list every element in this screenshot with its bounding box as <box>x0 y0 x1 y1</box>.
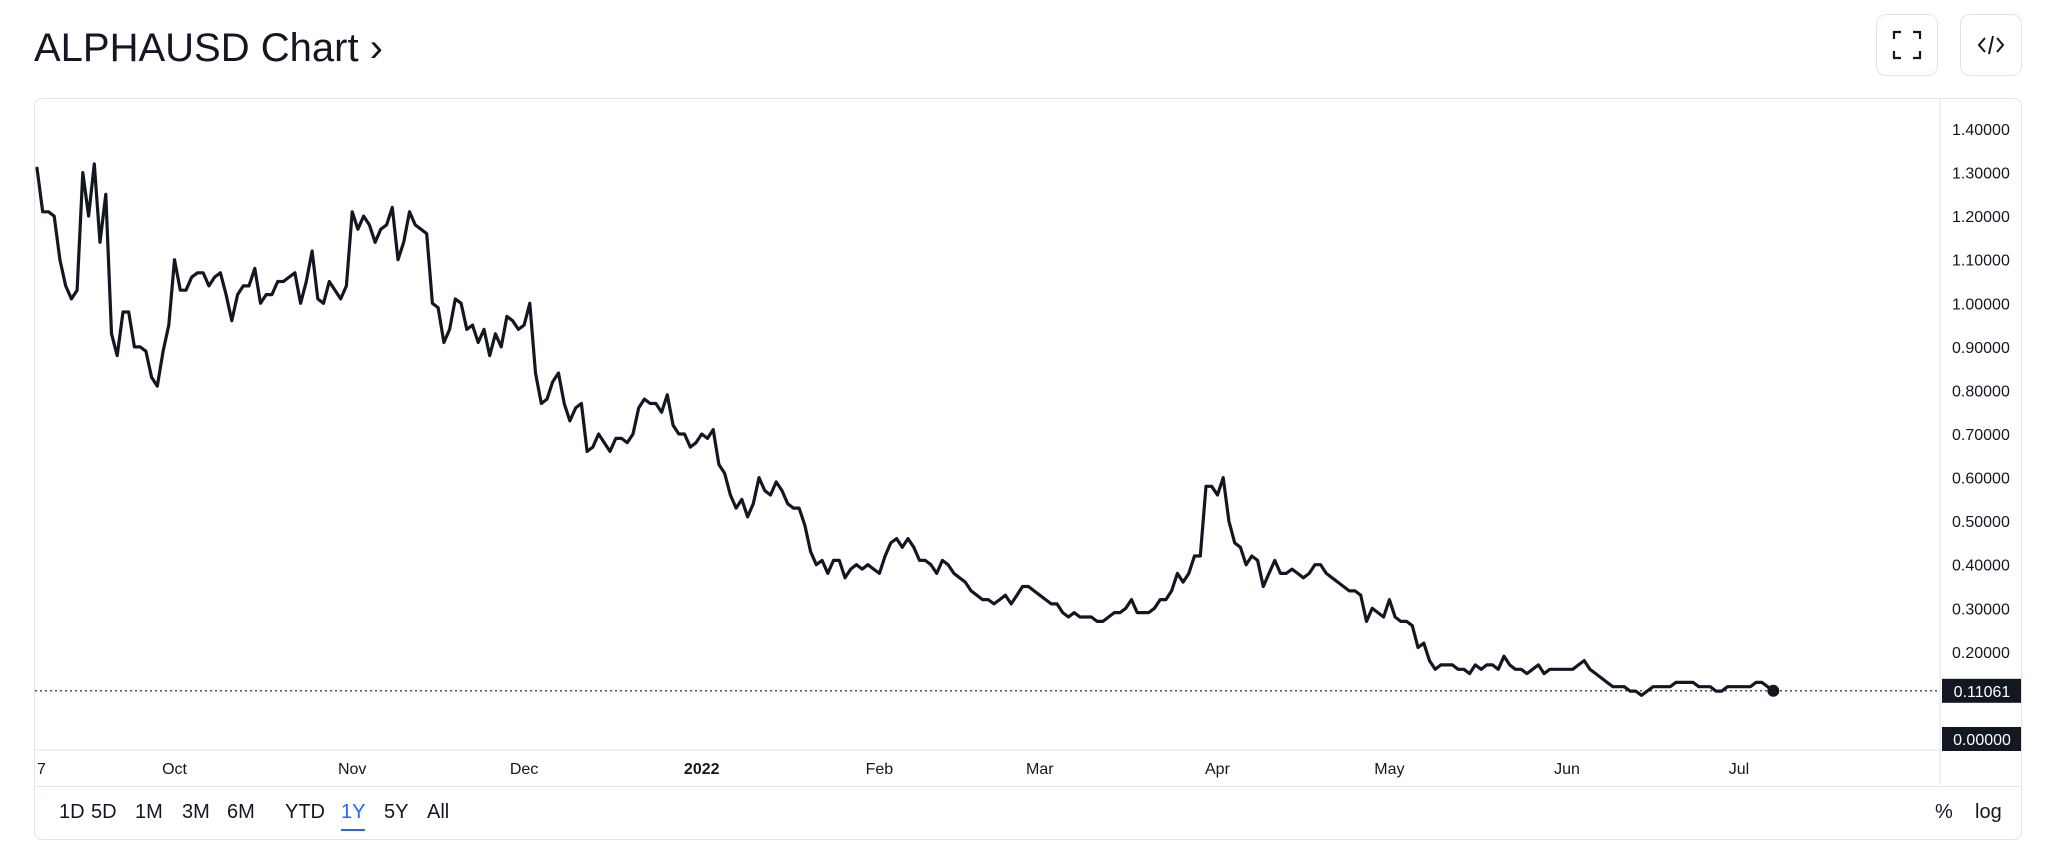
time-tick-label: Dec <box>510 761 538 778</box>
time-tick-label: Apr <box>1205 761 1231 778</box>
fullscreen-icon <box>1892 30 1922 60</box>
price-axis: 1.40000 1.30000 1.20000 1.10000 1.00000 0.900… <box>1952 122 2010 662</box>
time-axis: 7 Oct Nov Dec 2022 Feb Mar Apr May Jun Jul <box>37 761 1749 778</box>
timeframe-6m[interactable]: 6M <box>227 801 255 823</box>
fullscreen-button[interactable] <box>1876 14 1938 76</box>
price-tick-label: 0.90000 <box>1952 340 2010 357</box>
price-tick-label: 1.30000 <box>1952 166 2010 183</box>
code-embed-icon <box>1977 35 2005 55</box>
chart-title-link[interactable]: ALPHAUSD Chart › <box>34 26 383 70</box>
price-tick-label: 0.20000 <box>1952 645 2010 662</box>
timeframe-3m[interactable]: 3M <box>182 801 210 823</box>
time-tick-label: Nov <box>338 761 366 778</box>
timeframe-bar: 1D 5D 1M 3M 6M YTD 1Y 5Y All % log <box>35 786 2021 838</box>
time-tick-label: Oct <box>162 761 187 778</box>
price-series-line <box>35 162 1775 697</box>
time-tick-label: 2022 <box>684 761 720 778</box>
time-tick-label: Jun <box>1554 761 1580 778</box>
price-tick-label: 0.70000 <box>1952 427 2010 444</box>
last-price-point <box>1767 684 1780 697</box>
price-tick-label: 1.10000 <box>1952 253 2010 270</box>
price-tick-label: 0.30000 <box>1952 601 2010 618</box>
last-price-tag: 0.11061 <box>1942 678 2021 703</box>
price-tick-label: 1.00000 <box>1952 296 2010 313</box>
price-tag-label: 0.11061 <box>1954 684 2011 701</box>
time-tick-label: Jul <box>1729 761 1749 778</box>
timeframe-5d[interactable]: 5D <box>91 801 117 823</box>
price-tick-label: 1.40000 <box>1952 122 2010 139</box>
timeframe-1m[interactable]: 1M <box>135 801 163 823</box>
price-tick-label: 1.20000 <box>1952 209 2010 226</box>
embed-code-button[interactable] <box>1960 14 2022 76</box>
price-tick-label: 0.80000 <box>1952 383 2010 400</box>
chart-frame <box>34 98 2022 840</box>
time-tick-label: May <box>1374 761 1404 778</box>
zero-price-tag: 0.00000 <box>1942 727 2021 751</box>
timeframe-ytd[interactable]: YTD <box>285 801 325 823</box>
price-tick-label: 0.60000 <box>1952 471 2010 488</box>
log-scale-toggle[interactable]: log <box>1975 801 2002 823</box>
timeframe-5y[interactable]: 5Y <box>384 801 409 823</box>
time-tick-label: Feb <box>866 761 894 778</box>
percent-scale-toggle[interactable]: % <box>1935 801 1953 823</box>
price-tick-label: 0.50000 <box>1952 514 2010 531</box>
price-tag-background <box>1942 727 2021 751</box>
price-chart[interactable]: 1.40000 1.30000 1.20000 1.10000 1.00000 0.900… <box>35 99 2021 785</box>
price-tag-label: 0.00000 <box>1953 732 2011 749</box>
price-tag-background <box>1942 678 2021 703</box>
time-tick-label: 7 <box>37 761 46 778</box>
timeframe-all[interactable]: All <box>427 801 450 823</box>
time-tick-label: Mar <box>1026 761 1054 778</box>
price-tick-label: 0.40000 <box>1952 558 2010 575</box>
timeframe-1y[interactable]: 1Y <box>341 801 366 831</box>
timeframe-1d[interactable]: 1D <box>59 801 85 823</box>
